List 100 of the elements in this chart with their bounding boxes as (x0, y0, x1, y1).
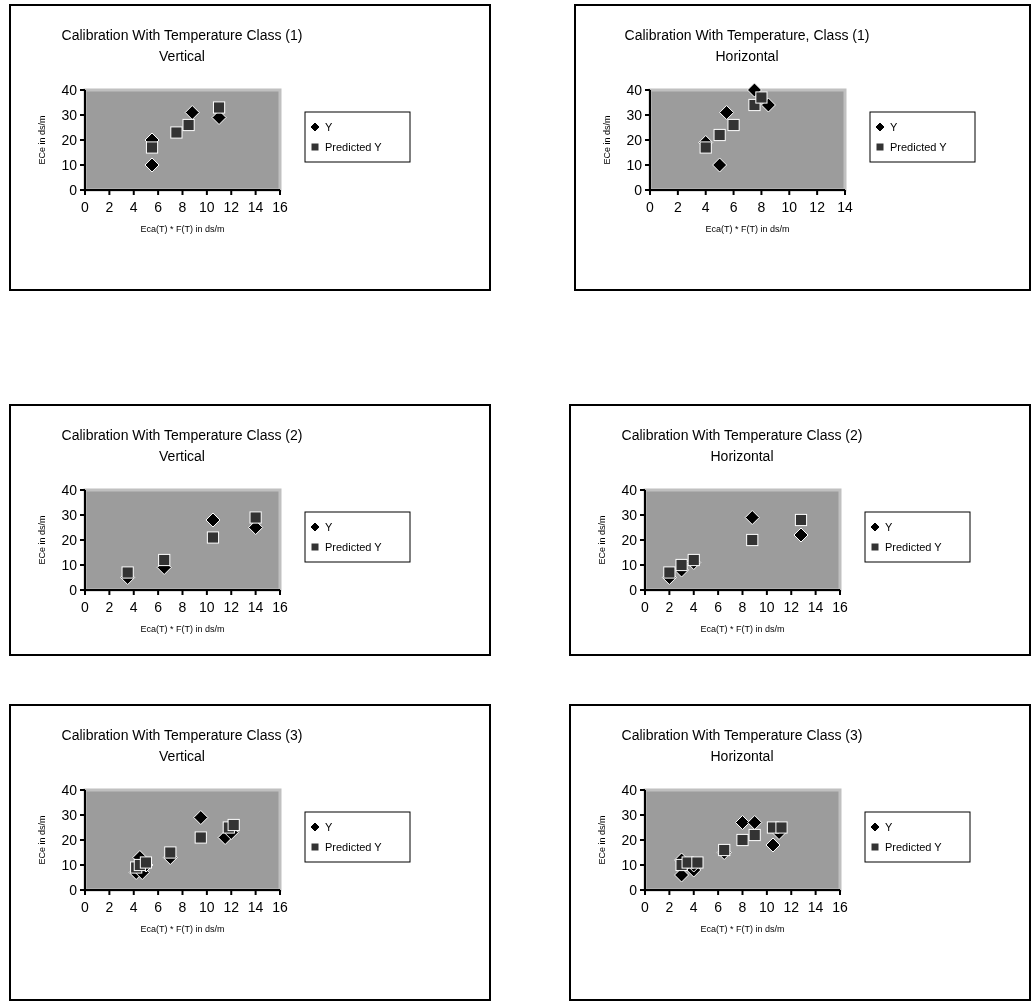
x-tick-label: 12 (223, 899, 240, 915)
x-axis-title: Eca(T) * F(T) in ds/m (140, 224, 225, 234)
x-tick-label: 4 (701, 199, 710, 215)
y-tick-label: 20 (621, 532, 638, 548)
x-tick-label: 10 (759, 899, 775, 915)
x-tick-label: 6 (714, 599, 723, 615)
legend-label: Predicted Y (325, 841, 383, 853)
chart-subtitle: Horizontal (710, 448, 774, 464)
x-tick-label: 14 (247, 199, 264, 215)
x-tick-label: 12 (783, 599, 800, 615)
x-tick-label: 0 (81, 199, 90, 215)
y-tick-label: 30 (621, 507, 638, 523)
x-tick-label: 6 (714, 899, 723, 915)
y-axis-title: ECe in ds/m (602, 115, 612, 165)
x-axis-title: Eca(T) * F(T) in ds/m (705, 224, 790, 234)
x-tick-label: 10 (199, 899, 215, 915)
y-tick-label: 40 (61, 82, 78, 98)
legend-label: Y (885, 821, 893, 833)
y-tick-label: 40 (626, 82, 643, 98)
x-tick-label: 16 (272, 199, 288, 215)
x-tick-label: 2 (673, 199, 682, 215)
y-tick-label: 30 (621, 807, 638, 823)
x-tick-label: 0 (81, 599, 90, 615)
x-tick-label: 6 (154, 899, 163, 915)
chart-title: Calibration With Temperature Class (2) (61, 427, 303, 443)
y-tick-label: 30 (61, 107, 78, 123)
legend-label: Y (325, 121, 333, 133)
y-tick-label: 20 (626, 132, 643, 148)
x-tick-label: 16 (272, 599, 288, 615)
x-tick-label: 4 (129, 899, 138, 915)
x-axis-title: Eca(T) * F(T) in ds/m (140, 924, 225, 934)
legend-label: Predicted Y (885, 541, 943, 553)
x-tick-label: 2 (105, 199, 114, 215)
y-axis-title: ECe in ds/m (37, 115, 47, 165)
y-tick-label: 0 (69, 582, 78, 598)
x-tick-label: 2 (665, 599, 674, 615)
y-axis-title: ECe in ds/m (597, 515, 607, 565)
x-tick-label: 2 (105, 599, 114, 615)
x-axis-title: Eca(T) * F(T) in ds/m (140, 624, 225, 634)
chart-title: Calibration With Temperature, Class (1) (624, 27, 870, 43)
chart-subtitle: Vertical (159, 448, 205, 464)
legend-label: Y (325, 521, 333, 533)
y-tick-label: 30 (626, 107, 643, 123)
x-tick-label: 8 (738, 599, 747, 615)
x-tick-label: 14 (807, 899, 824, 915)
y-tick-label: 40 (621, 782, 638, 798)
y-tick-label: 20 (61, 832, 78, 848)
x-tick-label: 8 (178, 899, 187, 915)
chart-title: Calibration With Temperature Class (3) (621, 727, 863, 743)
x-tick-label: 2 (665, 899, 674, 915)
y-tick-label: 40 (621, 482, 638, 498)
x-tick-label: 16 (832, 599, 848, 615)
y-tick-label: 20 (621, 832, 638, 848)
x-tick-label: 14 (247, 599, 264, 615)
x-tick-label: 10 (781, 199, 798, 215)
y-axis-title: ECe in ds/m (597, 815, 607, 865)
x-tick-label: 10 (199, 199, 215, 215)
y-tick-label: 10 (61, 157, 78, 173)
x-tick-label: 4 (689, 899, 698, 915)
y-tick-label: 10 (61, 857, 78, 873)
legend-label: Y (890, 121, 898, 133)
chart-subtitle: Vertical (159, 748, 205, 764)
y-tick-label: 20 (61, 532, 78, 548)
y-tick-label: 40 (61, 782, 78, 798)
y-axis-title: ECe in ds/m (37, 515, 47, 565)
chart-subtitle: Vertical (159, 48, 205, 64)
x-tick-label: 8 (757, 199, 766, 215)
chart-title: Calibration With Temperature Class (1) (61, 27, 303, 43)
x-axis-title: Eca(T) * F(T) in ds/m (700, 924, 785, 934)
x-tick-label: 0 (81, 899, 90, 915)
y-tick-label: 30 (61, 507, 78, 523)
y-tick-label: 30 (61, 807, 78, 823)
y-tick-label: 0 (629, 582, 638, 598)
y-tick-label: 40 (61, 482, 78, 498)
x-tick-label: 0 (646, 199, 655, 215)
y-tick-label: 10 (621, 557, 638, 573)
x-tick-label: 10 (199, 599, 215, 615)
y-tick-label: 0 (69, 882, 78, 898)
chart-subtitle: Horizontal (715, 48, 779, 64)
legend-label: Y (885, 521, 893, 533)
x-tick-label: 12 (783, 899, 800, 915)
x-tick-label: 8 (738, 899, 747, 915)
legend-label: Y (325, 821, 333, 833)
x-axis-title: Eca(T) * F(T) in ds/m (700, 624, 785, 634)
chart-title: Calibration With Temperature Class (3) (61, 727, 303, 743)
x-tick-label: 6 (729, 199, 738, 215)
y-axis-title: ECe in ds/m (37, 815, 47, 865)
legend-label: Predicted Y (885, 841, 943, 853)
x-tick-label: 2 (105, 899, 114, 915)
x-tick-label: 12 (223, 599, 240, 615)
x-tick-label: 4 (689, 599, 698, 615)
y-tick-label: 0 (629, 882, 638, 898)
x-tick-label: 14 (247, 899, 264, 915)
y-tick-label: 0 (69, 182, 78, 198)
x-tick-label: 12 (809, 199, 826, 215)
y-tick-label: 10 (61, 557, 78, 573)
x-tick-label: 8 (178, 599, 187, 615)
x-tick-label: 4 (129, 599, 138, 615)
x-tick-label: 14 (807, 599, 824, 615)
x-tick-label: 16 (272, 899, 288, 915)
